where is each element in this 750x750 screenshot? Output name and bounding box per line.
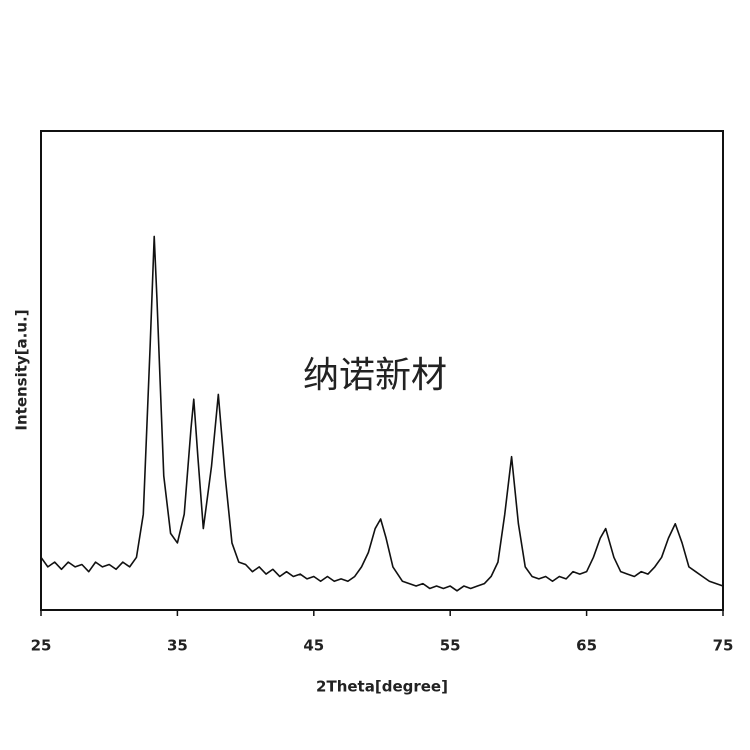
x-tick-label: 25: [31, 637, 52, 655]
x-tick-label: 75: [713, 637, 734, 655]
x-tick-label: 35: [167, 637, 188, 655]
plot-frame: [40, 130, 724, 611]
xrd-line: [40, 235, 724, 592]
watermark: 纳诺新材: [303, 355, 447, 396]
x-axis-label: 2Theta[degree]: [316, 678, 448, 696]
y-axis-label: Intensity[a.u.]: [13, 309, 31, 430]
x-tick-label: 65: [576, 637, 597, 655]
x-tick-label: 55: [440, 637, 461, 655]
x-tick-label: 45: [303, 637, 324, 655]
